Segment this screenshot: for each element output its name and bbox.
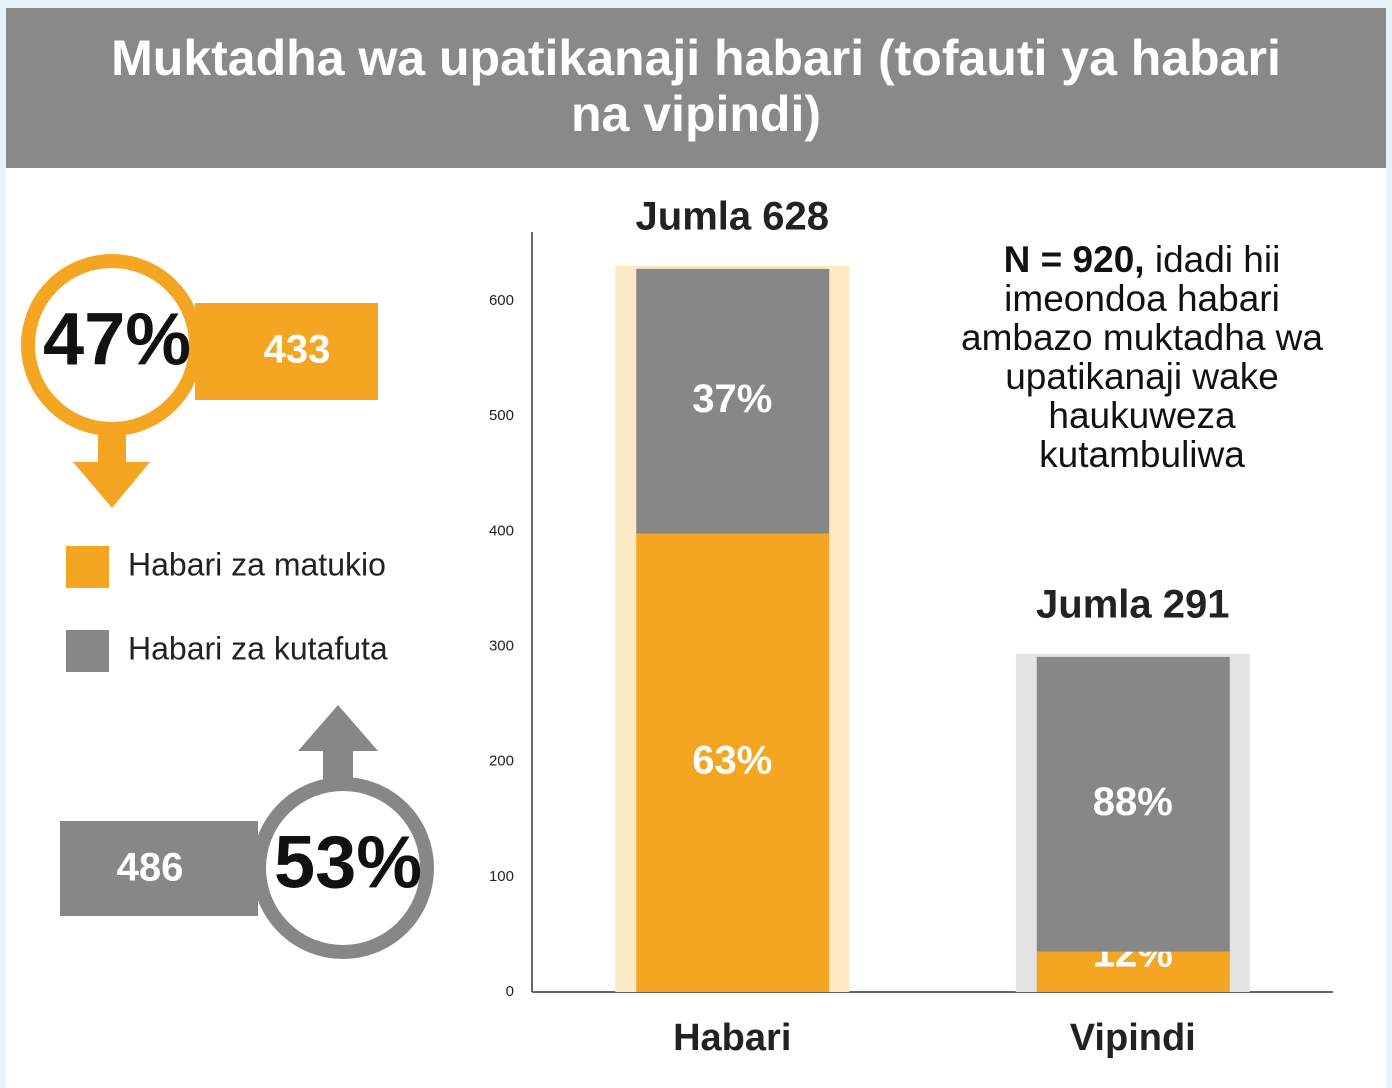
y-tick-label: 300 [489, 638, 514, 655]
y-tick-label: 200 [489, 753, 514, 770]
share: 53% [274, 821, 422, 904]
value-label: 88% [1093, 780, 1173, 824]
bar-segment [636, 533, 830, 992]
bar-segment [1036, 951, 1230, 992]
total-label: Jumla 291 [1036, 582, 1229, 626]
note: N = 920, idadi hii imeondoa habari ambaz… [942, 240, 1342, 474]
x-tick-label: Habari [673, 1017, 791, 1059]
orange-circle [21, 254, 203, 436]
title: Muktadha wa upatikanaji habari (tofauti … [111, 30, 1281, 142]
bar-segment [1036, 656, 1230, 952]
legend-label: Habari za matukio [128, 546, 386, 582]
y-tick-label: 0 [506, 983, 514, 1000]
value-label: 37% [692, 377, 772, 421]
count: 486 [117, 846, 184, 890]
bar-segment [636, 268, 830, 534]
count: 433 [264, 328, 331, 372]
legend-swatch [66, 546, 109, 588]
gray-circle [252, 777, 434, 959]
total-label: Jumla 628 [636, 194, 829, 238]
banner: Muktadha wa upatikanaji habari (tofauti … [6, 8, 1386, 168]
arrow-head [73, 462, 150, 508]
y-tick-label: 600 [489, 292, 514, 309]
y-tick-label: 500 [489, 407, 514, 424]
arrow-head [298, 705, 378, 751]
legend-label: Habari za kutafuta [128, 630, 388, 666]
legend-swatch [66, 630, 109, 672]
note-bold: N = 920, [1003, 239, 1145, 280]
value-label: 63% [692, 738, 772, 782]
y-tick-label: 100 [489, 868, 514, 885]
gray-band [60, 821, 258, 916]
x-tick-label: Vipindi [1070, 1017, 1196, 1059]
orange-band [195, 303, 378, 400]
note-text: idadi hii imeondoa habari ambazo muktadh… [961, 239, 1323, 475]
share: 47% [43, 298, 191, 381]
y-tick-label: 400 [489, 522, 514, 539]
